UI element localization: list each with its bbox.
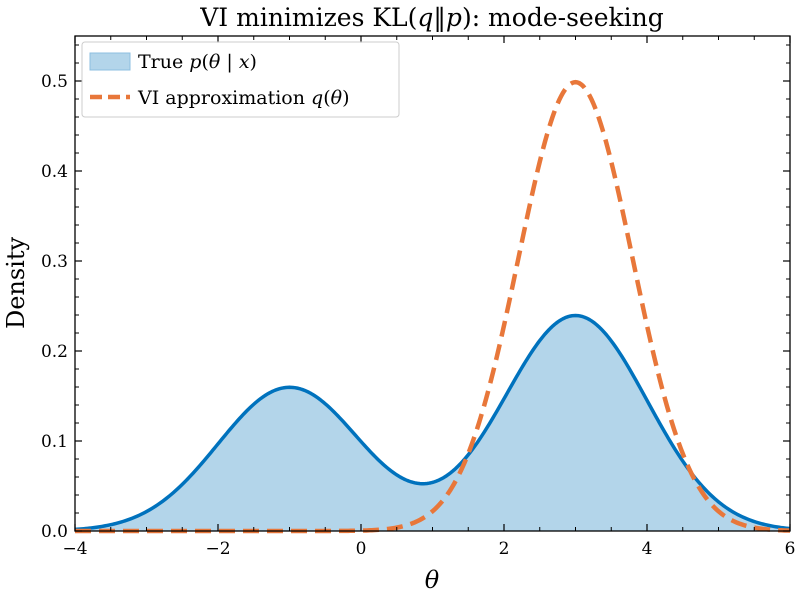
vi-approximation-line [75,79,791,534]
title-q: q [417,3,433,32]
true-posterior-line [74,313,791,532]
title-sep: ‖ [433,3,446,33]
legend-label-vi-approximation: VI approximation q(θ) [137,87,349,109]
x-tick-label: −2 [205,539,230,559]
y-tick-label: 0.0 [41,522,68,542]
x-tick-label: 4 [642,539,653,559]
x-tick-label: −4 [62,539,87,559]
y-tick-label: 0.3 [41,252,68,272]
legend: True p(θ | x) VI approximation q(θ) [81,41,400,118]
chart-title: VI minimizes KL(q‖p): mode-seeking [199,3,663,33]
legend-swatch-true-posterior [89,52,131,71]
y-tick-label: 0.5 [41,72,68,92]
y-tick-label: 0.2 [41,342,68,362]
x-tick-label: 2 [499,539,510,559]
title-p: p [446,3,462,32]
x-axis-ticks: −4 −2 0 2 4 6 [62,36,795,559]
posterior-fill-group [75,315,790,531]
x-tick-label: 6 [785,539,796,559]
legend-box [81,41,400,118]
y-tick-label: 0.4 [41,162,68,182]
legend-label-true-posterior: True p(θ | x) [138,51,257,73]
x-axis-label: θ [425,566,440,594]
curves-group [74,79,791,534]
title-main: VI minimizes KL( [199,3,417,32]
y-tick-label: 0.1 [41,432,68,452]
title-rest: ): mode-seeking [462,3,664,32]
true-posterior-area [75,315,790,531]
y-axis-label: Density [2,237,30,330]
y-axis-ticks: 0.0 0.1 0.2 0.3 0.4 0.5 [41,44,790,542]
x-tick-label: 0 [356,539,367,559]
